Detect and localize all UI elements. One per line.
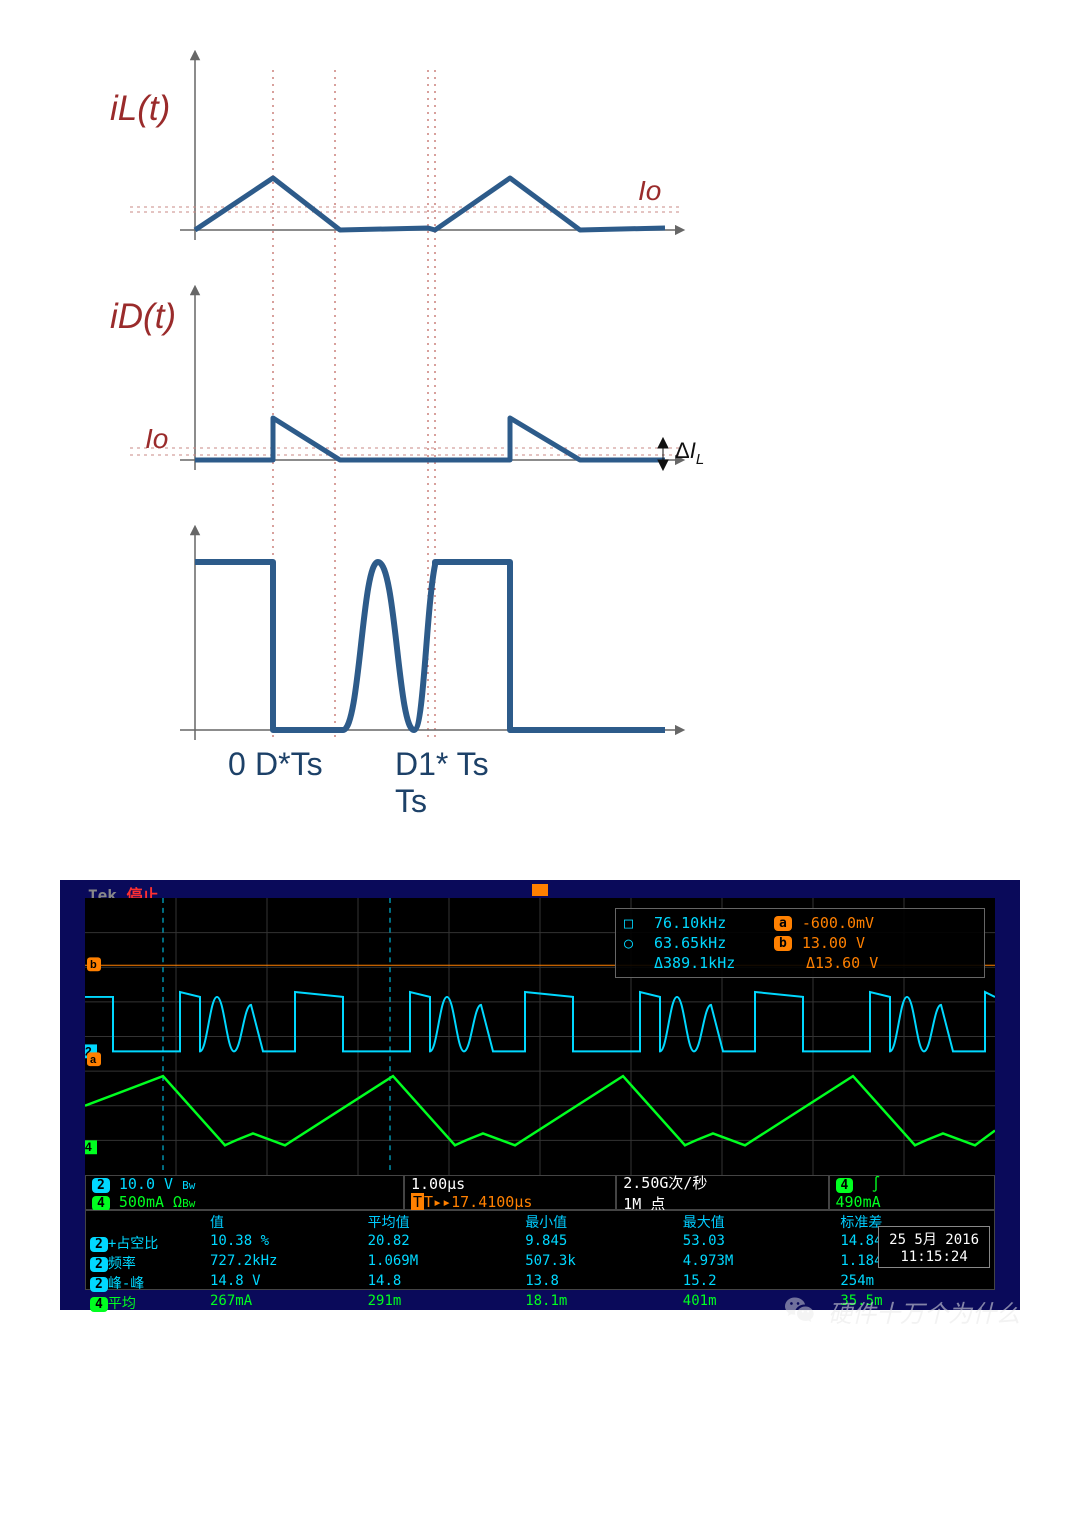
vertical-guides (273, 70, 435, 740)
waveform-diagram: iL(t) Io iD(t) Io ΔIL 0 (0, 0, 1080, 870)
label-DTs: D*Ts (255, 746, 323, 782)
svg-text:a: a (90, 1054, 97, 1066)
wechat-icon (780, 1291, 820, 1331)
scope-datetime: 25 5月 2016 11:15:24 (878, 1226, 990, 1268)
label-iL: iL(t) (110, 89, 170, 128)
label-iD: iD(t) (110, 297, 176, 336)
panel-iL: iL(t) Io (110, 55, 680, 240)
label-Io-top: Io (638, 175, 661, 206)
svg-text:ΔIL: ΔIL (675, 438, 704, 468)
panel-vsw: 0 D*Ts D1* Ts Ts (180, 530, 680, 819)
label-Ts: Ts (395, 783, 427, 819)
oscilloscope-screenshot: Tek Tek 停止停止 (60, 880, 1020, 1310)
label-Io-mid: Io (145, 423, 168, 454)
delta-IL-annotation: ΔIL (658, 438, 704, 470)
svg-text:4: 4 (85, 1140, 92, 1154)
label-zero: 0 (228, 746, 246, 782)
label-D1Ts: D1* Ts (395, 746, 489, 782)
panel-iD: iD(t) Io ΔIL (110, 290, 704, 470)
watermark: 硬件十万个为什么 (780, 1291, 1020, 1331)
scope-measurement-table: 值 平均值 最小值 最大值 标准差 2+占空比 10.38 %20.829.84… (85, 1210, 995, 1290)
scope-scale-bar: 2 10.0 V Bw 4 500mA ΩBw 1.00µs TT▸▸17.41… (85, 1175, 995, 1210)
scope-info-box: □ 76.10kHz a -600.0mV ○ 63.65kHz b 13.00… (615, 908, 985, 978)
scope-display: 2 4 b a □ 76.10kHz a -600.0mV ○ (85, 898, 995, 1175)
svg-text:b: b (90, 959, 97, 971)
watermark-text: 硬件十万个为什么 (828, 1294, 1020, 1329)
